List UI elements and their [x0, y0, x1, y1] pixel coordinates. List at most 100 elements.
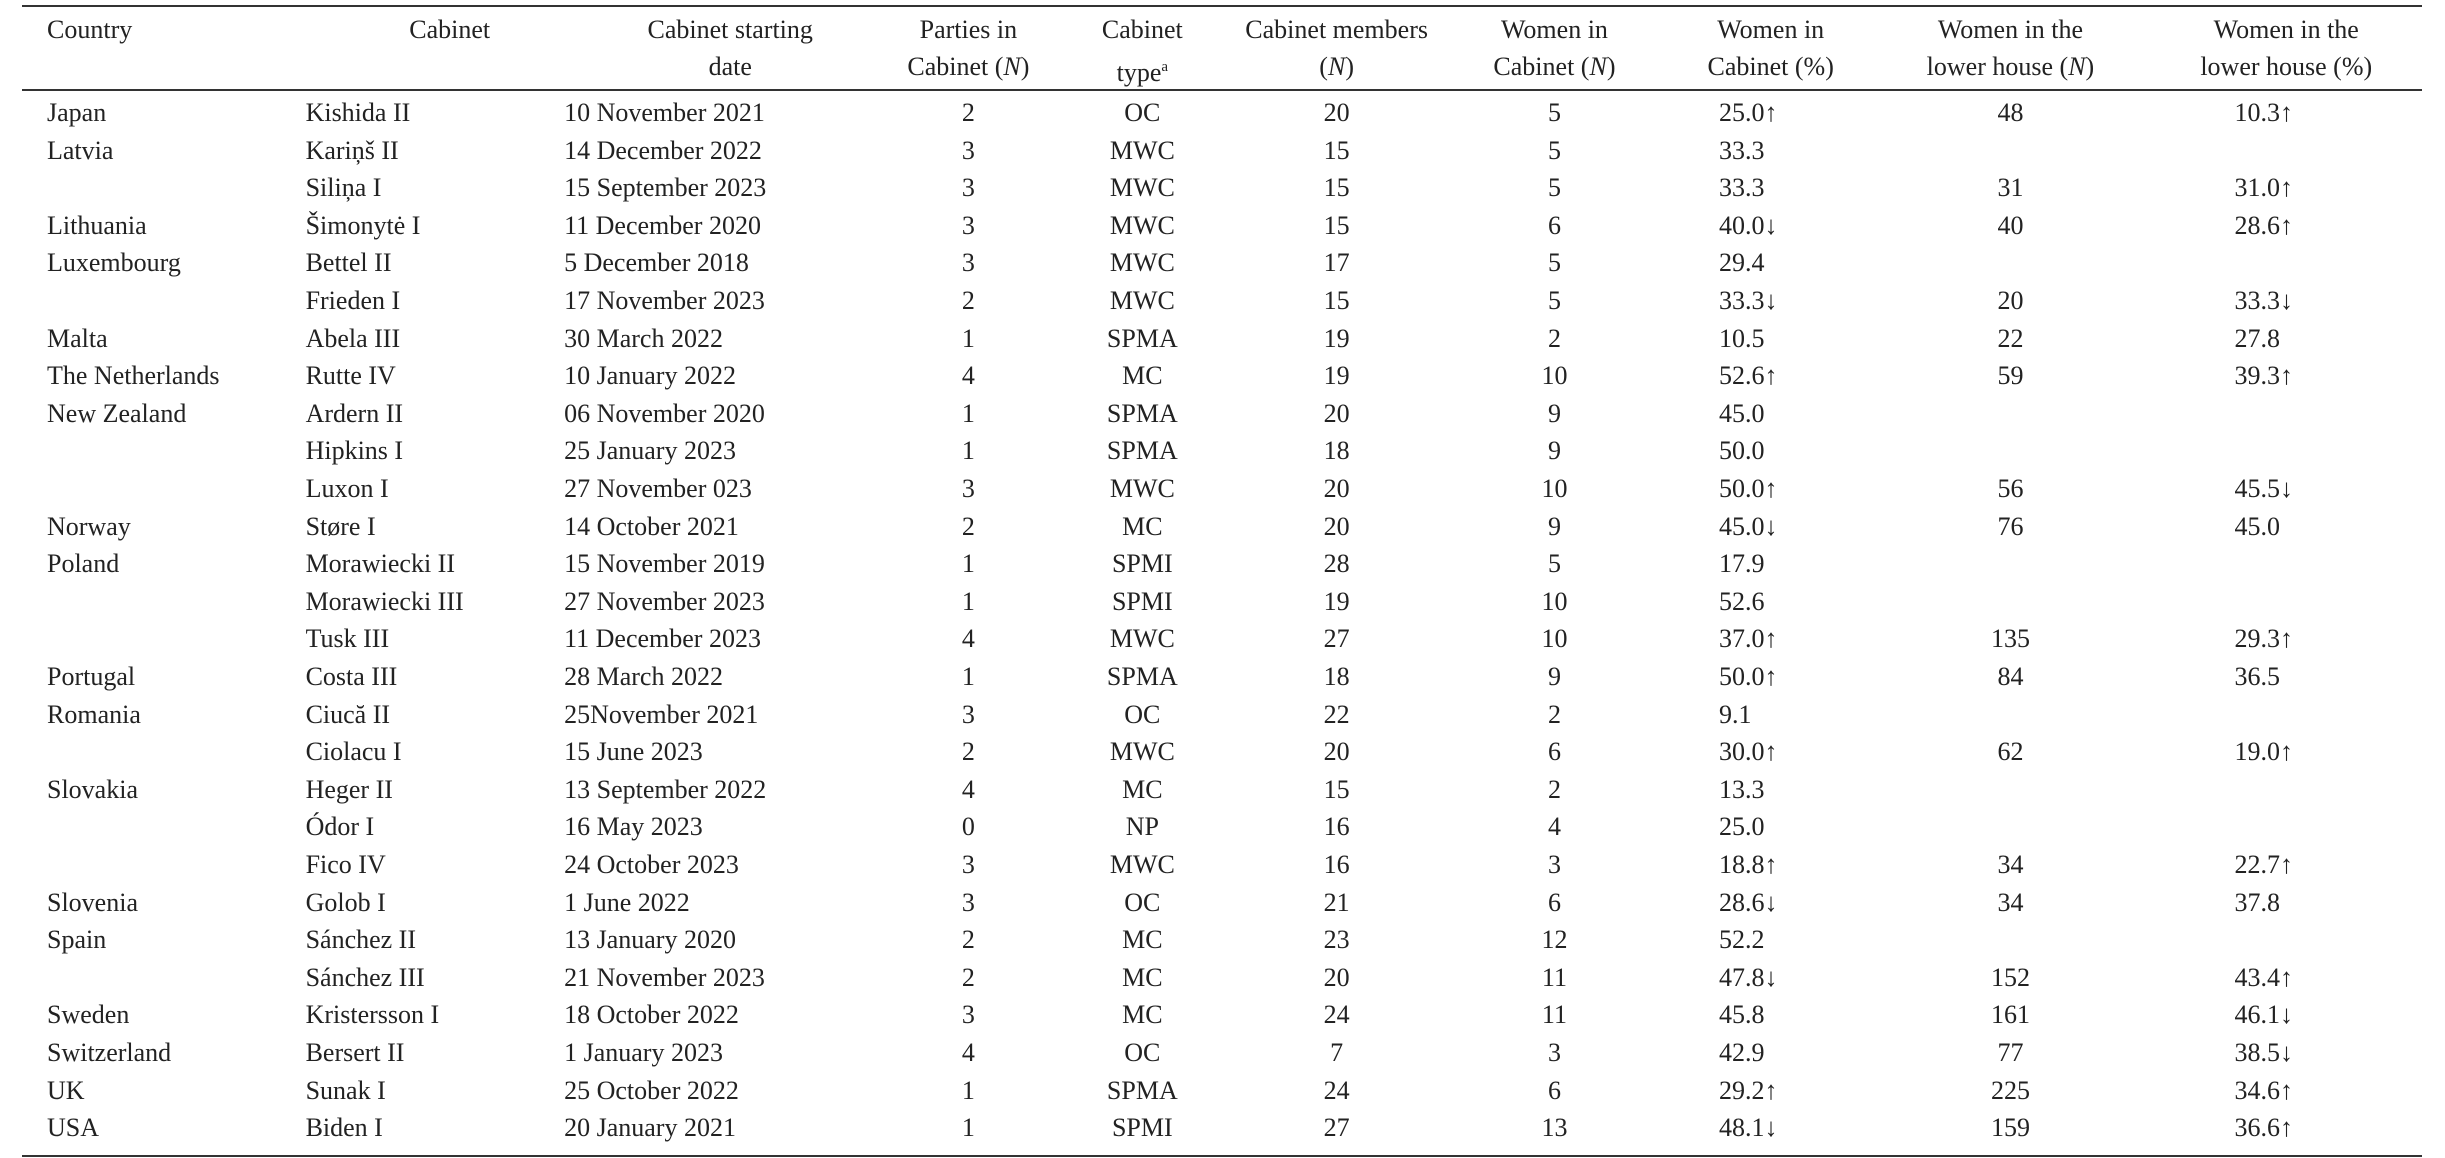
table-cell: 13.3 [1718, 774, 1765, 804]
table-cell: 5 [1547, 135, 1561, 165]
table-cell: 13 September 2022 [564, 774, 767, 804]
table-cell: 1 [961, 1075, 975, 1105]
table-cell: 17 November 2023 [564, 286, 765, 315]
table-cell: 20 [1323, 737, 1350, 767]
table-cell: 5 [1547, 286, 1561, 315]
table-cell: Frieden I [305, 286, 401, 315]
table-cell: 50.0↑ [1718, 474, 1778, 503]
table-cell: 28.6↑ [2234, 210, 2294, 240]
table-cell: Bettel II [305, 248, 392, 278]
table-cell: Switzerland [47, 1038, 172, 1067]
table-cell: Siliņa I [305, 173, 382, 203]
table-cell: 2 [1547, 323, 1561, 353]
table-cell: 1 [961, 586, 975, 616]
table-cell: Japan [47, 98, 107, 127]
table-cell: 25 January 2023 [564, 436, 736, 466]
table-cell: 3 [1547, 850, 1561, 879]
table-cell: 34 [1997, 850, 2024, 879]
table-cell: 22 [1323, 699, 1350, 729]
table-cell: 2 [961, 286, 975, 315]
table-cell: MWC [1109, 135, 1175, 165]
table-cell: 6 [1547, 887, 1561, 917]
table-cell: 33.3↓ [1718, 286, 1778, 315]
table-cell: 19 [1323, 586, 1350, 616]
table-cell: 27 [1323, 624, 1350, 654]
header-cell: Cabinet (%) [1707, 52, 1834, 81]
table-cell: 45.0↓ [1718, 511, 1778, 541]
table-cell: 2 [961, 737, 975, 767]
table-cell: 9 [1547, 511, 1561, 541]
table-cell: 10 [1541, 624, 1568, 654]
table-cell: 77 [1997, 1038, 2024, 1067]
table-cell: Bersert II [305, 1038, 405, 1067]
table-cell: Latvia [47, 135, 114, 165]
header-cell: date [708, 52, 752, 81]
table-cell: 10 [1541, 474, 1568, 503]
table-cell: SPMA [1106, 398, 1178, 428]
table-cell: 2 [961, 511, 975, 541]
table-cell: 48 [1997, 98, 2024, 127]
table-cell: OC [1124, 699, 1161, 729]
table-cell: Norway [47, 511, 131, 541]
header-text: type [1116, 58, 1162, 87]
table-cell: 4 [961, 361, 975, 391]
table-cell: Kishida II [305, 98, 411, 127]
table-cell: Hipkins I [305, 436, 404, 466]
table-cell: 135 [1990, 624, 2030, 654]
header-cell: Cabinet (N) [907, 52, 1030, 81]
table-cell: 15 September 2023 [564, 173, 767, 203]
table-cell: MWC [1109, 286, 1175, 315]
table-cell: 06 November 2020 [564, 398, 765, 428]
table-cell: Sweden [47, 1000, 130, 1030]
table-cell: 18 [1323, 436, 1350, 466]
table-cell: SPMI [1111, 1113, 1173, 1143]
table-cell: 1 [961, 323, 975, 353]
table-cell: 152 [1990, 962, 2030, 992]
header-cell: Women in the [2213, 15, 2359, 44]
header-cell: Cabinet [409, 15, 491, 44]
table-cell: New Zealand [47, 398, 187, 428]
table-cell: MC [1122, 774, 1163, 804]
table-cell: 19 [1323, 361, 1350, 391]
table-cell: 20 [1323, 398, 1350, 428]
table-cell: 3 [961, 474, 975, 503]
table-cell: 19 [1323, 323, 1350, 353]
table-cell: 2 [1547, 699, 1561, 729]
table-cell: 22 [1997, 323, 2024, 353]
table-cell: Tusk III [305, 624, 390, 654]
table-cell: 6 [1547, 210, 1561, 240]
table-cell: Slovakia [47, 774, 138, 804]
table-cell: Malta [47, 323, 108, 353]
table-cell: 0 [961, 812, 975, 842]
table-cell: SPMA [1106, 1075, 1178, 1105]
table-cell: 29.4 [1718, 248, 1765, 278]
header-cell: Cabinet [1101, 15, 1183, 44]
table-cell: MWC [1109, 248, 1175, 278]
table-cell: Sánchez II [305, 925, 416, 955]
table-cell: MC [1122, 361, 1163, 391]
table-cell: 6 [1547, 737, 1561, 767]
table-cell: Kristersson I [305, 1000, 440, 1030]
table-cell: The Netherlands [47, 361, 220, 391]
table-cell: 5 [1547, 549, 1561, 579]
table-cell: 42.9 [1718, 1038, 1765, 1067]
table-cell: 13 January 2020 [564, 925, 736, 955]
table-cell: 19.0↑ [2234, 737, 2294, 767]
table-cell: 15 [1323, 135, 1350, 165]
table-cell: 17 [1323, 248, 1350, 278]
table-cell: MWC [1109, 737, 1175, 767]
table-cell: 36.5 [2234, 662, 2281, 691]
top-rule [22, 5, 2422, 7]
table-cell: 22.7↑ [2234, 850, 2294, 879]
table-cell: 159 [1990, 1113, 2030, 1143]
table-cell: NP [1125, 812, 1159, 842]
table-cell: Morawiecki II [305, 549, 455, 579]
table-cell: SPMA [1106, 323, 1178, 353]
table-cell: 13 [1541, 1113, 1568, 1143]
table-cell: Kariņš II [305, 135, 399, 165]
table-cell: Sunak I [305, 1075, 386, 1105]
table-cell: Ciucă II [305, 699, 391, 729]
table-cell: 6 [1547, 1075, 1561, 1105]
table-cell: 3 [961, 850, 975, 879]
table-cell: 50.0↑ [1718, 662, 1778, 691]
